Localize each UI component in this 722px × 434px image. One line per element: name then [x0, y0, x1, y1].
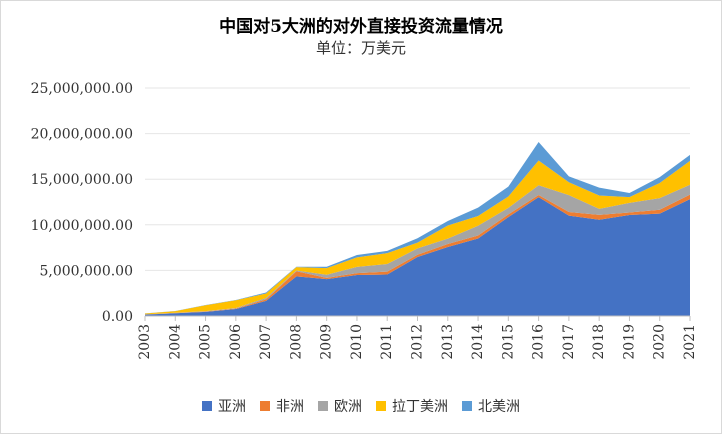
x-tick-label: 2020 — [652, 324, 668, 360]
y-tick-label: 15,000,000.00 — [31, 172, 133, 188]
y-tick-label: 10,000,000.00 — [31, 218, 133, 234]
x-tick-label: 2015 — [500, 324, 516, 360]
x-tick-label: 2008 — [288, 324, 304, 360]
x-tick-label: 2017 — [561, 324, 577, 360]
y-tick-label: 20,000,000.00 — [31, 127, 133, 143]
legend-swatch — [376, 401, 386, 411]
legend-item: 北美洲 — [462, 396, 520, 416]
x-tick-label: 2006 — [228, 324, 244, 360]
legend-swatch — [462, 401, 472, 411]
legend-swatch — [318, 401, 328, 411]
legend-label: 非洲 — [276, 399, 304, 415]
legend-label: 拉丁美洲 — [392, 399, 448, 415]
x-tick-label: 2004 — [167, 324, 183, 360]
y-tick-label: 5,000,000.00 — [39, 263, 133, 279]
legend-item: 非洲 — [260, 396, 304, 416]
legend-swatch — [202, 401, 212, 411]
legend-item: 拉丁美洲 — [376, 396, 448, 416]
area-series-0 — [145, 197, 690, 316]
x-tick-label: 2005 — [198, 324, 214, 360]
legend-item: 亚洲 — [202, 396, 246, 416]
x-tick-label: 2012 — [410, 324, 426, 360]
x-tick-label: 2018 — [591, 324, 607, 360]
area-series-2 — [145, 184, 690, 315]
x-tick-label: 2019 — [621, 324, 637, 360]
x-tick-label: 2007 — [258, 324, 274, 360]
legend-label: 欧洲 — [334, 399, 362, 415]
x-tick-label: 2011 — [379, 324, 395, 360]
x-tick-label: 2003 — [137, 324, 153, 360]
legend-swatch — [260, 401, 270, 411]
x-tick-label: 2010 — [349, 324, 365, 360]
x-tick-label: 2009 — [319, 324, 335, 360]
chart-subtitle: 单位：万美元 — [315, 39, 406, 57]
legend-label: 亚洲 — [218, 399, 246, 415]
area-layers — [145, 141, 690, 316]
y-tick-label: 25,000,000.00 — [31, 81, 133, 97]
x-tick-label: 2016 — [531, 324, 547, 360]
x-tick-label: 2013 — [440, 324, 456, 360]
x-tick-label: 2014 — [470, 324, 486, 360]
legend: 亚洲 非洲 欧洲 拉丁美洲 北美洲 — [0, 396, 722, 416]
chart-title: 中国对5大洲的对外直接投资流量情况 — [219, 17, 503, 37]
y-axis: 0.00 5,000,000.00 10,000,000.00 15,000,000.… — [31, 81, 133, 325]
x-axis: 2003 2004 2005 2006 2007 2008 2009 2010 2011 2012… — [137, 315, 698, 360]
y-tick-label: 0.00 — [102, 309, 133, 325]
x-tick-label: 2021 — [682, 324, 698, 360]
legend-label: 北美洲 — [478, 399, 520, 415]
legend-item: 欧洲 — [318, 396, 362, 416]
